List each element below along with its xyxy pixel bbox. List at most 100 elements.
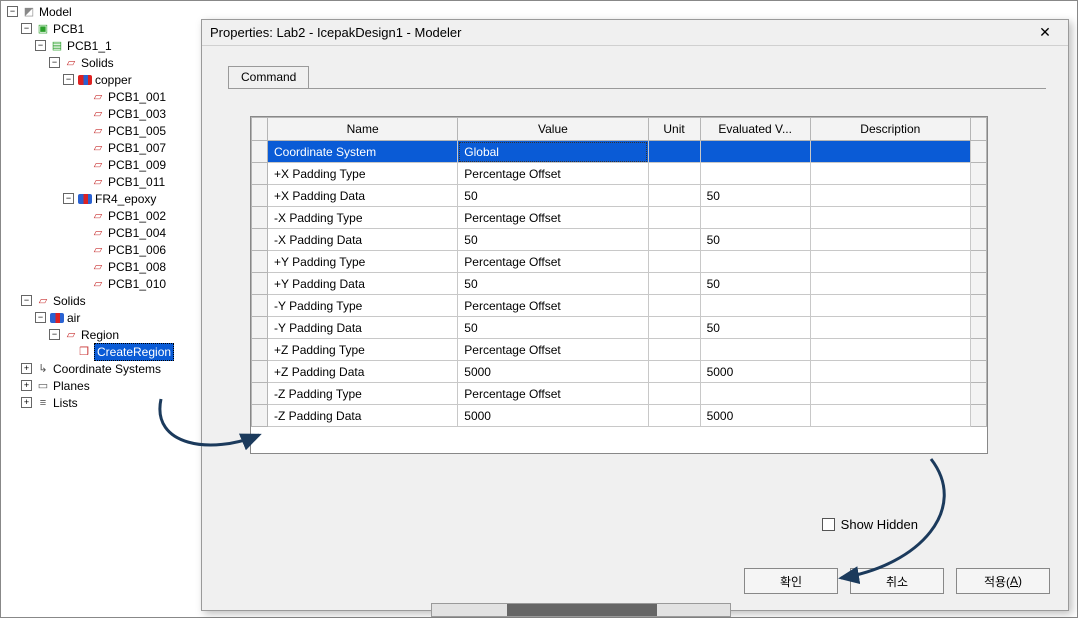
cell-eval[interactable] — [700, 141, 810, 163]
cell-name[interactable]: -X Padding Data — [268, 229, 458, 251]
tree-item-solids[interactable]: − ▱ Solids — [49, 54, 205, 71]
cell-value[interactable]: 50 — [458, 317, 648, 339]
expand-icon[interactable]: − — [63, 74, 74, 85]
cell-unit[interactable] — [648, 339, 700, 361]
cell-eval[interactable]: 50 — [700, 317, 810, 339]
tree-item-leaf[interactable]: ▱PCB1_001 — [77, 88, 205, 105]
row-header[interactable] — [252, 317, 268, 339]
row-header[interactable] — [252, 207, 268, 229]
tree-item-pcb1[interactable]: − ▣ PCB1 — [21, 20, 205, 37]
tree-item-leaf[interactable]: ▱PCB1_007 — [77, 139, 205, 156]
table-row[interactable]: -X Padding TypePercentage Offset — [252, 207, 987, 229]
cell-desc[interactable] — [810, 361, 970, 383]
tree-item-leaf[interactable]: ▱PCB1_010 — [77, 275, 205, 292]
row-header[interactable] — [252, 361, 268, 383]
cell-unit[interactable] — [648, 317, 700, 339]
table-row[interactable]: +X Padding Data5050 — [252, 185, 987, 207]
tree-item-leaf[interactable]: ▱PCB1_003 — [77, 105, 205, 122]
cell-unit[interactable] — [648, 383, 700, 405]
cell-desc[interactable] — [810, 229, 970, 251]
cell-value[interactable]: Percentage Offset — [458, 207, 648, 229]
cell-desc[interactable] — [810, 273, 970, 295]
row-header[interactable] — [252, 273, 268, 295]
cell-value[interactable]: Percentage Offset — [458, 383, 648, 405]
tree-item-leaf[interactable]: ▱PCB1_005 — [77, 122, 205, 139]
cell-eval[interactable] — [700, 339, 810, 361]
cell-eval[interactable]: 5000 — [700, 405, 810, 427]
cell-name[interactable]: -Z Padding Data — [268, 405, 458, 427]
title-bar[interactable]: Properties: Lab2 - IcepakDesign1 - Model… — [202, 20, 1068, 46]
row-header[interactable] — [252, 163, 268, 185]
expand-icon[interactable]: − — [21, 295, 32, 306]
cell-value[interactable]: 5000 — [458, 405, 648, 427]
tree-item-leaf[interactable]: ▱PCB1_006 — [77, 241, 205, 258]
cell-eval[interactable] — [700, 383, 810, 405]
tree-item-leaf[interactable]: ▱PCB1_009 — [77, 156, 205, 173]
tree-item-leaf[interactable]: ▱PCB1_004 — [77, 224, 205, 241]
cell-desc[interactable] — [810, 185, 970, 207]
cell-name[interactable]: -Y Padding Type — [268, 295, 458, 317]
cell-eval[interactable] — [700, 207, 810, 229]
cell-unit[interactable] — [648, 185, 700, 207]
cell-unit[interactable] — [648, 229, 700, 251]
cell-name[interactable]: +Y Padding Data — [268, 273, 458, 295]
tree-item-leaf[interactable]: ▱PCB1_002 — [77, 207, 205, 224]
row-header[interactable] — [252, 339, 268, 361]
row-header[interactable] — [252, 383, 268, 405]
cell-desc[interactable] — [810, 251, 970, 273]
expand-icon[interactable]: + — [21, 380, 32, 391]
expand-icon[interactable]: − — [35, 312, 46, 323]
expand-icon[interactable]: − — [21, 23, 32, 34]
tree-item-pcb1-1[interactable]: − ▤ PCB1_1 — [35, 37, 205, 54]
cell-name[interactable]: Coordinate System — [268, 141, 458, 163]
tree-item-solids2[interactable]: − ▱ Solids — [21, 292, 205, 309]
tree-item-fr4[interactable]: − FR4_epoxy — [63, 190, 205, 207]
cell-eval[interactable]: 5000 — [700, 361, 810, 383]
show-hidden-checkbox[interactable] — [822, 518, 835, 531]
tree-item-region[interactable]: − ▱ Region — [49, 326, 205, 343]
cell-unit[interactable] — [648, 207, 700, 229]
tree-item-air[interactable]: − air — [35, 309, 205, 326]
cell-value[interactable]: Percentage Offset — [458, 251, 648, 273]
cell-value[interactable]: Percentage Offset — [458, 295, 648, 317]
cell-name[interactable]: +Y Padding Type — [268, 251, 458, 273]
apply-button[interactable]: 적용(A) — [956, 568, 1050, 594]
cell-eval[interactable]: 50 — [700, 229, 810, 251]
tree-item-leaf[interactable]: ▱PCB1_008 — [77, 258, 205, 275]
table-row[interactable]: +Z Padding TypePercentage Offset — [252, 339, 987, 361]
cell-value[interactable]: Percentage Offset — [458, 339, 648, 361]
tab-command[interactable]: Command — [228, 66, 309, 89]
cell-desc[interactable] — [810, 405, 970, 427]
cell-value[interactable]: 50 — [458, 273, 648, 295]
cell-value[interactable]: Percentage Offset — [458, 163, 648, 185]
cell-unit[interactable] — [648, 405, 700, 427]
cell-name[interactable]: +Z Padding Type — [268, 339, 458, 361]
row-header[interactable] — [252, 295, 268, 317]
row-header[interactable] — [252, 141, 268, 163]
tree-item-leaf[interactable]: ▱PCB1_011 — [77, 173, 205, 190]
cell-desc[interactable] — [810, 317, 970, 339]
cancel-button[interactable]: 취소 — [850, 568, 944, 594]
expand-icon[interactable]: − — [49, 329, 60, 340]
cell-eval[interactable] — [700, 163, 810, 185]
col-value[interactable]: Value — [458, 118, 648, 141]
cell-eval[interactable]: 50 — [700, 185, 810, 207]
tree-item-copper[interactable]: − copper — [63, 71, 205, 88]
cell-desc[interactable] — [810, 163, 970, 185]
table-row[interactable]: -Z Padding TypePercentage Offset — [252, 383, 987, 405]
cell-desc[interactable] — [810, 141, 970, 163]
cell-name[interactable]: +Z Padding Data — [268, 361, 458, 383]
col-desc[interactable]: Description — [810, 118, 970, 141]
expand-icon[interactable]: − — [35, 40, 46, 51]
show-hidden-option[interactable]: Show Hidden — [822, 517, 918, 532]
cell-name[interactable]: -Y Padding Data — [268, 317, 458, 339]
col-name[interactable]: Name — [268, 118, 458, 141]
cell-desc[interactable] — [810, 207, 970, 229]
cell-unit[interactable] — [648, 295, 700, 317]
cell-value[interactable]: 50 — [458, 185, 648, 207]
row-header[interactable] — [252, 229, 268, 251]
cell-desc[interactable] — [810, 339, 970, 361]
table-row[interactable]: -Y Padding Data5050 — [252, 317, 987, 339]
cell-eval[interactable]: 50 — [700, 273, 810, 295]
cell-eval[interactable] — [700, 295, 810, 317]
